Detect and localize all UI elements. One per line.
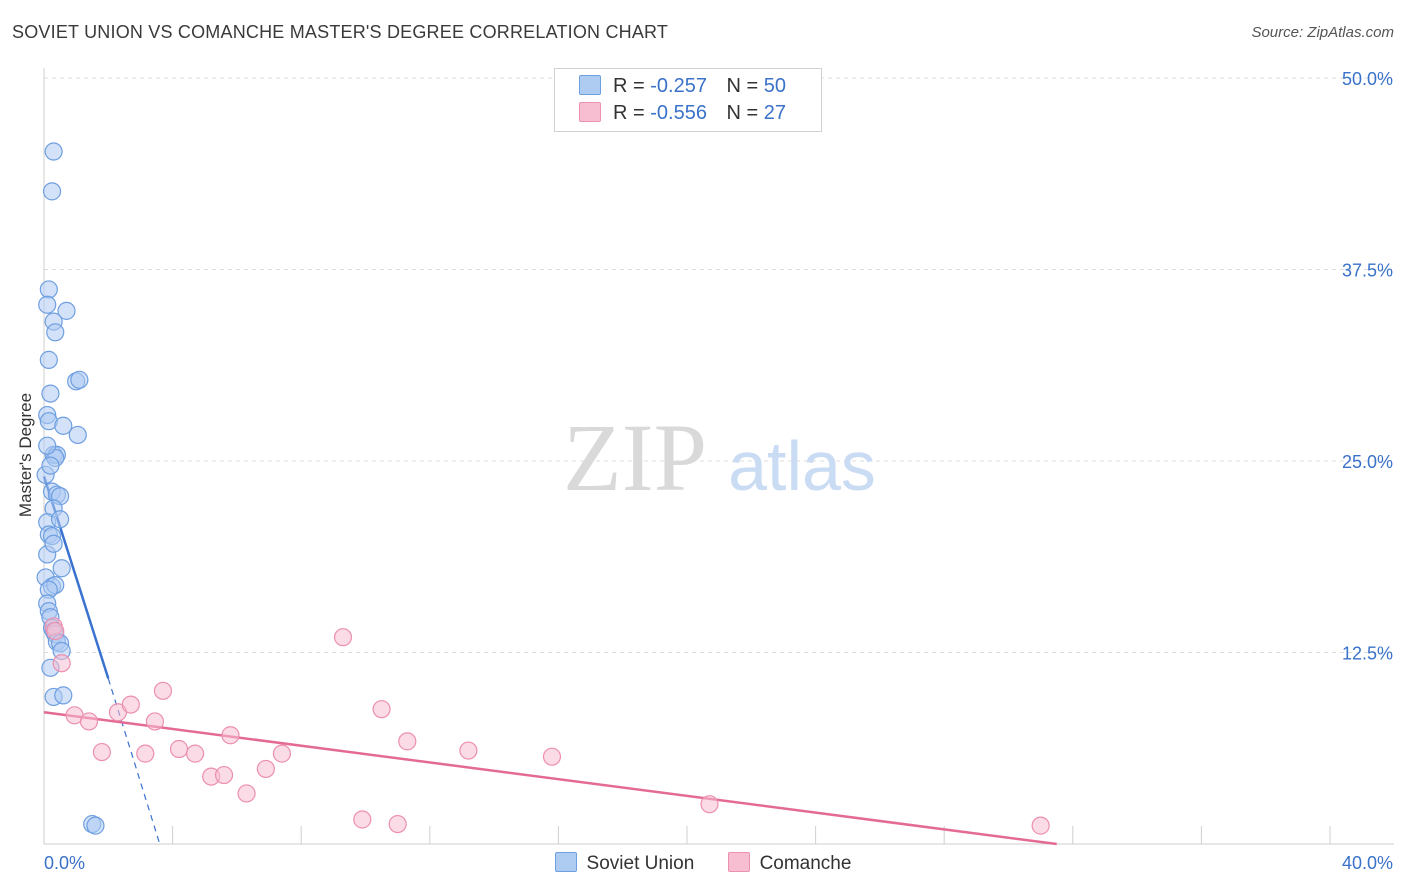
soviet-r-label: R = (613, 75, 645, 97)
soviet-point (52, 559, 71, 578)
comanche-n-label: N = (726, 102, 759, 124)
soviet-point (39, 280, 58, 299)
comanche-point (272, 744, 292, 763)
comanche-point (121, 695, 140, 714)
stats-box: R = -0.257 N = 50 R = -0.556 N = 27 (554, 68, 822, 132)
soviet-n-label: N = (726, 75, 759, 97)
tick-label-layer: 12.5% 25.0% 37.5% 50.0% 0.0% 40.0% (44, 69, 1393, 873)
soviet-n-value: 50 (763, 75, 787, 97)
soviet-point (54, 416, 73, 435)
comanche-point (459, 741, 478, 760)
comanche-point (92, 742, 111, 762)
comanche-n-value: 27 (763, 102, 787, 124)
soviet-point (57, 301, 76, 320)
soviet-point (86, 816, 105, 835)
points-layer (36, 142, 1050, 835)
comanche-r-label: R = (613, 102, 645, 124)
trendline-layer (42, 475, 1057, 846)
soviet-r-value: -0.257 (650, 75, 707, 97)
comanche-point (256, 759, 275, 779)
comanche-point (333, 628, 353, 647)
comanche-point (145, 712, 165, 731)
comanche-point (186, 744, 205, 763)
soviet-point (44, 142, 63, 161)
soviet-point (38, 436, 57, 455)
grid-layer (44, 77, 1394, 653)
legend-label-comanche: Comanche (759, 853, 852, 874)
axis-layer (43, 68, 1394, 845)
comanche-point (700, 795, 719, 814)
legend-label-soviet: Soviet Union (586, 853, 695, 874)
watermark: ZIP atlas (563, 404, 876, 511)
soviet-legend-swatch (554, 852, 577, 872)
comanche-swatch (579, 102, 601, 122)
legend-item-comanche[interactable]: Comanche (727, 852, 852, 875)
comanche-point (52, 654, 71, 673)
watermark-atlas: atlas (728, 427, 876, 505)
comanche-point (79, 712, 99, 731)
soviet-swatch (579, 75, 601, 95)
comanche-trendline (43, 711, 1057, 846)
soviet-point (39, 350, 58, 369)
stats-row-soviet: R = -0.257 N = 50 (579, 75, 786, 101)
watermark-zip: ZIP (563, 404, 707, 511)
comanche-point (136, 744, 155, 763)
soviet-point (54, 686, 73, 705)
legend: Soviet Union Comanche (0, 852, 1406, 875)
comanche-point (169, 739, 189, 759)
x-tick-label: 0.0% (44, 853, 85, 873)
comanche-point (153, 681, 173, 700)
soviet-point (68, 425, 87, 445)
soviet-point (44, 534, 63, 553)
source-label: Source: ZipAtlas.com (1251, 24, 1394, 41)
comanche-point (398, 732, 417, 751)
soviet-point (41, 384, 60, 403)
stats-row-comanche: R = -0.556 N = 27 (579, 102, 786, 128)
y-tick-label: 50.0% (1342, 69, 1393, 89)
soviet-point (41, 456, 60, 475)
comanche-point (388, 814, 407, 834)
y-tick-label: 25.0% (1342, 452, 1393, 472)
comanche-legend-swatch (727, 852, 750, 872)
comanche-r-value: -0.556 (650, 102, 707, 124)
comanche-point (237, 784, 256, 803)
soviet-point (38, 295, 57, 314)
soviet-point (42, 182, 62, 201)
y-tick-label: 12.5% (1342, 644, 1393, 664)
soviet-point (46, 323, 65, 342)
comanche-point (221, 726, 240, 745)
comanche-point (542, 747, 562, 766)
soviet-trendline-extension (107, 678, 161, 845)
comanche-point (214, 765, 234, 785)
comanche-point (1031, 816, 1050, 835)
comanche-point (46, 621, 65, 641)
x-tick-label: 40.0% (1342, 853, 1393, 873)
comanche-point (353, 810, 372, 829)
legend-item-soviet[interactable]: Soviet Union (554, 852, 695, 875)
chart-title: SOVIET UNION VS COMANCHE MASTER'S DEGREE… (12, 22, 669, 42)
comanche-point (372, 700, 391, 719)
soviet-point (70, 370, 89, 389)
y-tick-label: 37.5% (1342, 261, 1393, 281)
y-axis-label: Master's Degree (16, 392, 35, 518)
soviet-point (50, 510, 70, 529)
